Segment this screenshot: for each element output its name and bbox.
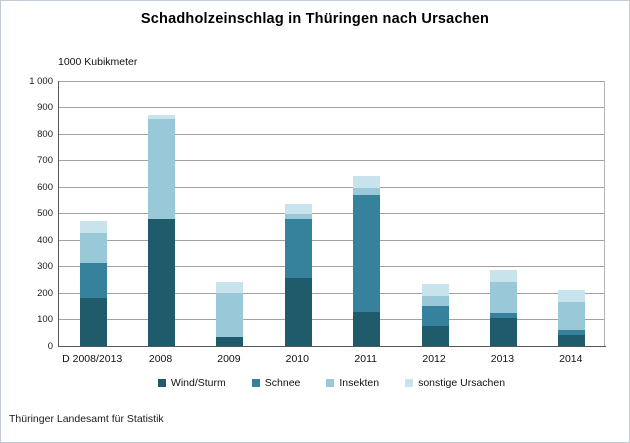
legend-item-Wind-Sturm: Wind/Sturm: [157, 377, 226, 389]
bar-segment-2009-Insekten: [216, 293, 244, 337]
bar-segment-2011-Insekten: [353, 188, 381, 195]
gridline-600: [59, 186, 604, 188]
bar-segment-2013-Wind-Sturm: [489, 318, 517, 346]
legend-item-sonstige-Ursachen: sonstige Ursachen: [405, 377, 505, 389]
bar-segment-D-2008-2013-Wind-Sturm: [79, 298, 107, 346]
bar-segment-2010-Insekten: [284, 213, 312, 219]
gridline-400: [59, 239, 604, 241]
bar-2011: [353, 176, 381, 346]
bar-segment-2012-Insekten: [421, 295, 449, 307]
bar-segment-2011-Schnee: [353, 194, 381, 312]
bar-segment-2012-sonstige-Ursachen: [421, 283, 449, 296]
bar-segment-2014-Insekten: [558, 302, 586, 331]
chart-title: Schadholzeinschlag in Thüringen nach Urs…: [140, 11, 490, 27]
bar-segment-2012-Wind-Sturm: [421, 326, 449, 346]
y-tick-label-0: 0: [47, 340, 53, 352]
bar-segment-2011-sonstige-Ursachen: [353, 176, 381, 189]
x-axis-label-D-2008-2013: D 2008/2013: [62, 353, 123, 365]
legend: Wind/Sturm Schnee Insekten sonstige Ursache…: [58, 377, 605, 389]
x-axis-line: [58, 346, 606, 347]
bar-segment-2013-Schnee: [489, 312, 517, 319]
legend-label: sonstige Ursachen: [418, 377, 506, 389]
bar-segment-2014-sonstige-Ursachen: [558, 290, 586, 303]
gridline-900: [59, 107, 604, 108]
gridline-300: [59, 266, 604, 267]
x-axis-label-2008: 2008: [148, 353, 173, 365]
gridline-800: [59, 133, 604, 135]
source-credit: Thüringer Landesamt für Statistik: [9, 413, 164, 425]
plot-area: [58, 80, 606, 347]
bar-2010: [284, 204, 312, 346]
bar-segment-2008-Insekten: [148, 119, 176, 219]
legend-item-Insekten: Insekten: [326, 377, 379, 389]
x-axis-label-2011: 2011: [354, 353, 377, 365]
x-axis-labels: D 2008/2013 2008 2009 2010 2011 2012 2013 2014: [58, 353, 605, 365]
bar-segment-D-2008-2013-sonstige-Ursachen: [79, 221, 107, 234]
bar-segment-2009-Wind-Sturm: [216, 336, 244, 346]
legend-swatch-icon: [251, 379, 260, 387]
bar-segment-2008-Wind-Sturm: [148, 218, 176, 346]
x-axis-label-2013: 2013: [490, 353, 515, 365]
bar-2012: [421, 283, 449, 346]
legend-swatch-icon: [405, 379, 414, 387]
bar-segment-2010-sonstige-Ursachen: [284, 204, 312, 214]
bar-segment-2012-Schnee: [421, 306, 449, 327]
y-tick-label-600: 600: [37, 181, 53, 193]
y-tick-label-500: 500: [37, 208, 53, 219]
bar-segment-2014-Schnee: [558, 330, 586, 336]
bar-segment-2010-Schnee: [284, 218, 312, 279]
x-axis-label-2012: 2012: [422, 353, 446, 365]
legend-item-Schnee: Schnee: [251, 377, 301, 389]
bar-segment-2009-sonstige-Ursachen: [216, 282, 244, 293]
legend-swatch-icon: [326, 379, 335, 387]
y-tick-label-700: 700: [37, 155, 53, 166]
y-axis-unit-label: 1000 Kubikmeter: [58, 56, 138, 68]
bar-D-2008-2013: [79, 221, 107, 346]
legend-label: Wind/Sturm: [170, 377, 226, 389]
y-tick-label-400: 400: [37, 234, 53, 246]
y-tick-label-800: 800: [37, 128, 53, 140]
bar-segment-2013-sonstige-Ursachen: [489, 270, 517, 283]
y-tick-label-300: 300: [37, 261, 53, 272]
bar-2008: [148, 115, 176, 346]
bar-segment-2008-sonstige-Ursachen: [148, 115, 176, 120]
bar-2013: [489, 270, 517, 346]
legend-swatch-icon: [157, 379, 166, 387]
y-tick-label-900: 900: [37, 102, 53, 113]
x-axis-label-2010: 2010: [285, 353, 309, 365]
bar-segment-D-2008-2013-Schnee: [79, 262, 107, 299]
y-tick-label-200: 200: [37, 287, 53, 299]
legend-label: Insekten: [339, 377, 380, 389]
gridline-1000: [59, 80, 604, 82]
bar-segment-D-2008-2013-Insekten: [79, 233, 107, 263]
x-axis-label-2014: 2014: [559, 353, 583, 365]
legend-label: Schnee: [264, 377, 301, 389]
bar-2009: [216, 282, 244, 346]
bar-2014: [558, 290, 586, 346]
gridline-200: [59, 292, 604, 294]
bar-segment-2010-Wind-Sturm: [284, 278, 312, 346]
bar-segment-2011-Wind-Sturm: [353, 311, 381, 346]
gridline-700: [59, 160, 604, 161]
y-tick-label-1000: 1 000: [29, 75, 53, 87]
x-axis-label-2009: 2009: [217, 353, 241, 365]
bar-segment-2013-Insekten: [489, 282, 517, 313]
bar-segment-2014-Wind-Sturm: [558, 335, 586, 346]
y-tick-label-100: 100: [37, 314, 53, 325]
gridline-100: [59, 319, 604, 320]
gridline-500: [59, 213, 604, 214]
